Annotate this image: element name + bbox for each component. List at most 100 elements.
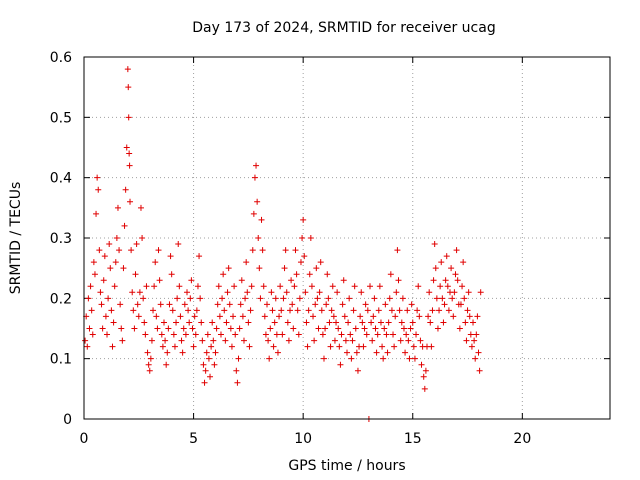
data-point — [453, 247, 460, 254]
data-point — [465, 289, 472, 296]
data-point — [324, 271, 331, 278]
data-point — [285, 337, 292, 344]
data-point — [354, 367, 361, 374]
data-point — [162, 337, 169, 344]
data-point — [409, 319, 416, 326]
data-point — [84, 343, 91, 350]
data-point — [265, 337, 272, 344]
data-point — [325, 295, 332, 302]
data-point — [209, 319, 216, 326]
data-point — [165, 325, 172, 332]
data-point — [185, 307, 192, 314]
data-point — [385, 319, 392, 326]
data-point — [432, 265, 439, 272]
data-point — [159, 343, 166, 350]
data-point — [316, 289, 323, 296]
data-point — [272, 295, 279, 302]
data-point — [237, 301, 244, 308]
data-point — [121, 222, 128, 229]
data-point — [305, 307, 312, 314]
data-point — [406, 355, 413, 362]
data-point — [334, 289, 341, 296]
data-point — [330, 313, 337, 320]
data-point — [437, 283, 444, 290]
data-point — [276, 313, 283, 320]
data-point — [338, 331, 345, 338]
data-point — [169, 307, 176, 314]
data-point — [127, 198, 134, 205]
data-point — [82, 337, 89, 344]
data-point — [89, 331, 96, 338]
data-point — [255, 235, 262, 241]
data-point — [97, 289, 104, 296]
data-point — [191, 313, 198, 320]
data-point — [393, 289, 400, 296]
data-point — [337, 361, 344, 368]
data-point — [363, 331, 370, 338]
data-point — [109, 343, 116, 350]
data-point — [225, 265, 232, 272]
data-point — [248, 283, 255, 290]
data-point — [372, 325, 379, 332]
data-point — [301, 253, 308, 260]
y-tick-label: 0.3 — [50, 231, 72, 247]
data-point — [135, 313, 142, 320]
data-point — [284, 319, 291, 326]
data-point — [148, 337, 155, 344]
x-tick-label: 5 — [189, 431, 198, 447]
data-point — [235, 355, 242, 362]
data-point — [86, 325, 93, 332]
data-point — [456, 325, 463, 332]
data-point — [246, 343, 253, 350]
data-point — [373, 349, 380, 356]
data-point — [388, 307, 395, 314]
data-point — [310, 313, 317, 320]
data-point — [328, 307, 335, 314]
data-point — [102, 313, 109, 320]
data-point — [315, 325, 322, 332]
data-point — [317, 259, 324, 266]
data-point — [119, 337, 126, 344]
plot-frame — [83, 56, 611, 420]
data-point — [105, 295, 112, 302]
data-point — [251, 174, 258, 181]
data-point — [194, 283, 201, 290]
data-point — [386, 295, 393, 302]
data-point — [290, 325, 297, 332]
data-point — [429, 307, 436, 314]
x-tick-label: 15 — [404, 431, 422, 447]
data-point — [281, 265, 288, 272]
data-point — [438, 259, 445, 266]
data-point — [116, 247, 123, 254]
data-point — [98, 301, 105, 308]
data-point — [226, 301, 233, 308]
data-point — [414, 307, 421, 314]
data-point — [249, 247, 256, 254]
data-point — [155, 247, 162, 254]
data-point — [367, 283, 374, 290]
data-point — [450, 313, 457, 320]
data-point — [300, 216, 307, 223]
data-point — [128, 247, 135, 254]
data-point — [231, 283, 238, 290]
data-point — [182, 331, 189, 338]
data-point — [379, 343, 386, 350]
data-point — [342, 337, 349, 344]
data-point — [471, 337, 478, 344]
x-tick-label: 0 — [80, 431, 89, 447]
data-point — [145, 361, 152, 368]
data-point — [396, 307, 403, 314]
data-point — [436, 307, 443, 314]
data-point — [223, 319, 230, 326]
data-point — [193, 307, 200, 314]
data-point — [395, 277, 402, 284]
x-axis-label: GPS time / hours — [288, 458, 405, 474]
data-point — [214, 301, 221, 308]
data-point — [140, 295, 147, 302]
data-point — [211, 361, 218, 368]
data-point — [219, 295, 226, 302]
data-point — [351, 283, 358, 290]
data-point — [177, 313, 184, 320]
data-point — [377, 319, 384, 326]
